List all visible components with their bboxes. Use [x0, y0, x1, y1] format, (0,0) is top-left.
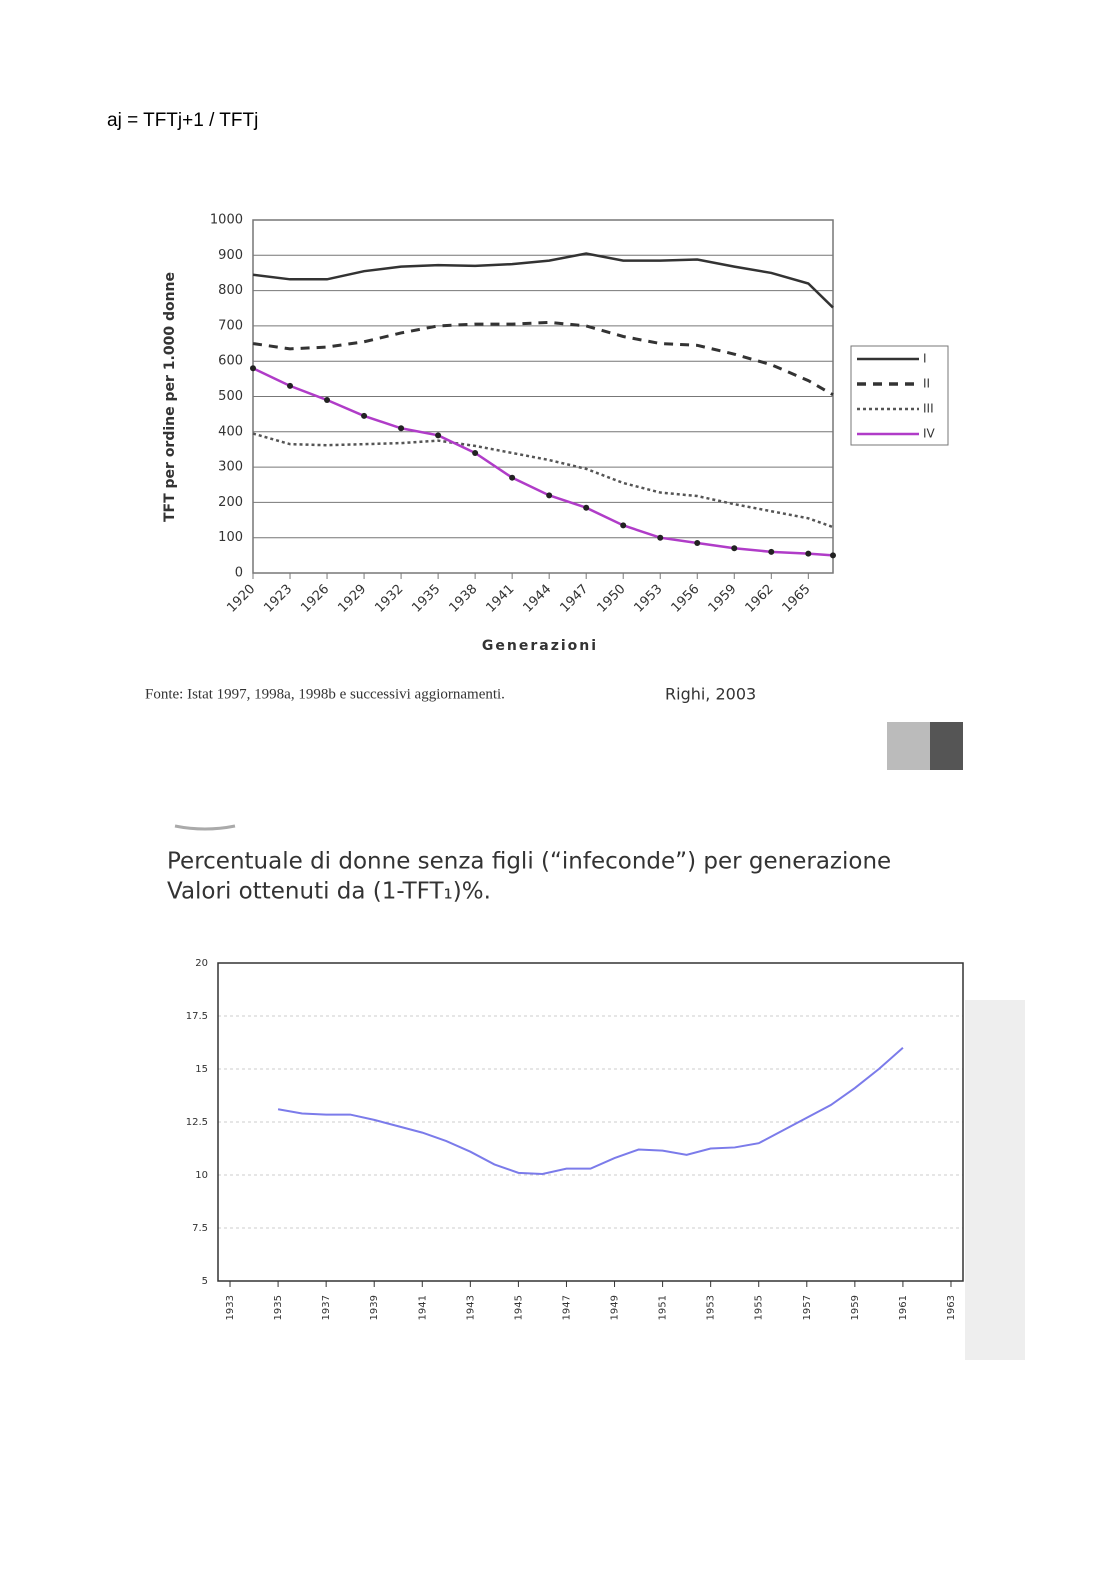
x-tick-label: 1929 — [335, 582, 369, 616]
data-point — [546, 492, 553, 499]
x-tick-label: 1957 — [802, 1295, 813, 1320]
x-tick-label: 1944 — [520, 582, 554, 616]
data-point — [361, 412, 368, 419]
plot-frame — [217, 962, 964, 1282]
chart-title: Percentuale di donne senza figli (“infec… — [167, 849, 891, 875]
x-tick-label: 1947 — [557, 582, 591, 616]
x-tick-label: 1923 — [261, 582, 295, 616]
decoration — [174, 824, 236, 831]
y-tick-label: 700 — [218, 318, 243, 333]
data-point — [731, 545, 738, 552]
x-tick-label: 1943 — [465, 1295, 476, 1320]
data-point — [324, 397, 331, 404]
x-tick-label: 1939 — [369, 1295, 380, 1320]
y-tick-label: 500 — [218, 389, 243, 404]
x-tick-label: 1949 — [610, 1295, 621, 1320]
x-tick-label: 1945 — [513, 1295, 524, 1320]
y-axis-label: TFT per ordine per 1.000 donne — [162, 272, 178, 522]
x-tick-label: 1933 — [225, 1295, 236, 1320]
y-tick-label: 800 — [218, 283, 243, 298]
y-tick-label: 200 — [218, 495, 243, 510]
data-point — [435, 432, 442, 439]
data-point — [398, 425, 405, 432]
y-tick-label: 15 — [195, 1064, 208, 1075]
data-point — [250, 365, 256, 372]
x-tick-label: 1950 — [595, 582, 629, 616]
x-tick-label: 1953 — [706, 1295, 717, 1320]
x-tick-label: 1951 — [658, 1295, 669, 1320]
x-tick-label: 1926 — [298, 582, 332, 616]
x-axis-label: Generazioni — [482, 638, 598, 654]
data-line — [252, 432, 834, 529]
legend-label: I — [923, 352, 927, 366]
y-tick-label: 20 — [195, 958, 208, 969]
data-line — [252, 320, 834, 397]
data-point — [287, 382, 294, 389]
y-tick-label: 7.5 — [192, 1223, 208, 1234]
x-tick-label: 1938 — [446, 582, 480, 616]
legend-label: III — [923, 402, 934, 416]
data-point — [657, 534, 664, 541]
y-tick-label: 10 — [195, 1170, 208, 1181]
y-tick-label: 0 — [235, 566, 243, 581]
x-tick-label: 1947 — [561, 1295, 572, 1320]
x-tick-label: 1956 — [669, 582, 703, 616]
data-point — [694, 539, 701, 546]
x-tick-label: 1965 — [780, 582, 814, 616]
x-tick-label: 1962 — [743, 582, 777, 616]
formula: aj = TFTj+1 / TFTj — [107, 110, 258, 131]
data-point — [830, 552, 836, 559]
x-tick-label: 1953 — [632, 582, 666, 616]
x-tick-label: 1941 — [417, 1295, 428, 1320]
x-tick-label: 1959 — [850, 1295, 861, 1320]
y-tick-label: 400 — [218, 424, 243, 439]
y-tick-label: 12.5 — [186, 1117, 208, 1128]
data-point — [805, 550, 812, 557]
credit: Righi, 2003 — [665, 685, 756, 704]
legend-label: II — [923, 377, 930, 391]
data-point — [768, 548, 775, 555]
data-point — [472, 449, 479, 456]
y-tick-label: 600 — [218, 354, 243, 369]
data-line — [277, 1047, 904, 1175]
x-tick-label: 1937 — [321, 1295, 332, 1320]
x-tick-label: 1955 — [754, 1295, 765, 1320]
x-tick-label: 1920 — [224, 582, 258, 616]
x-tick-label: 1961 — [898, 1295, 909, 1320]
data-line — [252, 252, 834, 309]
legend-label: IV — [923, 427, 936, 441]
chart-subtitle: Valori ottenuti da (1-TFT₁)%. — [167, 879, 491, 905]
legend-box — [850, 345, 949, 446]
data-point — [583, 504, 590, 511]
y-tick-label: 5 — [202, 1276, 208, 1287]
decoration — [930, 722, 963, 770]
x-tick-label: 1959 — [706, 582, 740, 616]
data-point — [620, 522, 627, 529]
x-tick-label: 1963 — [946, 1295, 957, 1320]
x-tick-label: 1932 — [372, 582, 406, 616]
source: Fonte: Istat 1997, 1998a, 1998b e succes… — [145, 686, 505, 702]
x-tick-label: 1935 — [409, 582, 443, 616]
x-tick-label: 1935 — [273, 1295, 284, 1320]
y-tick-label: 100 — [218, 530, 243, 545]
y-tick-label: 300 — [218, 460, 243, 475]
plot-frame — [252, 219, 834, 574]
data-point — [509, 474, 516, 481]
y-tick-label: 1000 — [210, 213, 243, 228]
y-tick-label: 17.5 — [186, 1011, 208, 1022]
decoration — [965, 1000, 1025, 1360]
y-tick-label: 900 — [218, 248, 243, 263]
x-tick-label: 1941 — [483, 582, 517, 616]
